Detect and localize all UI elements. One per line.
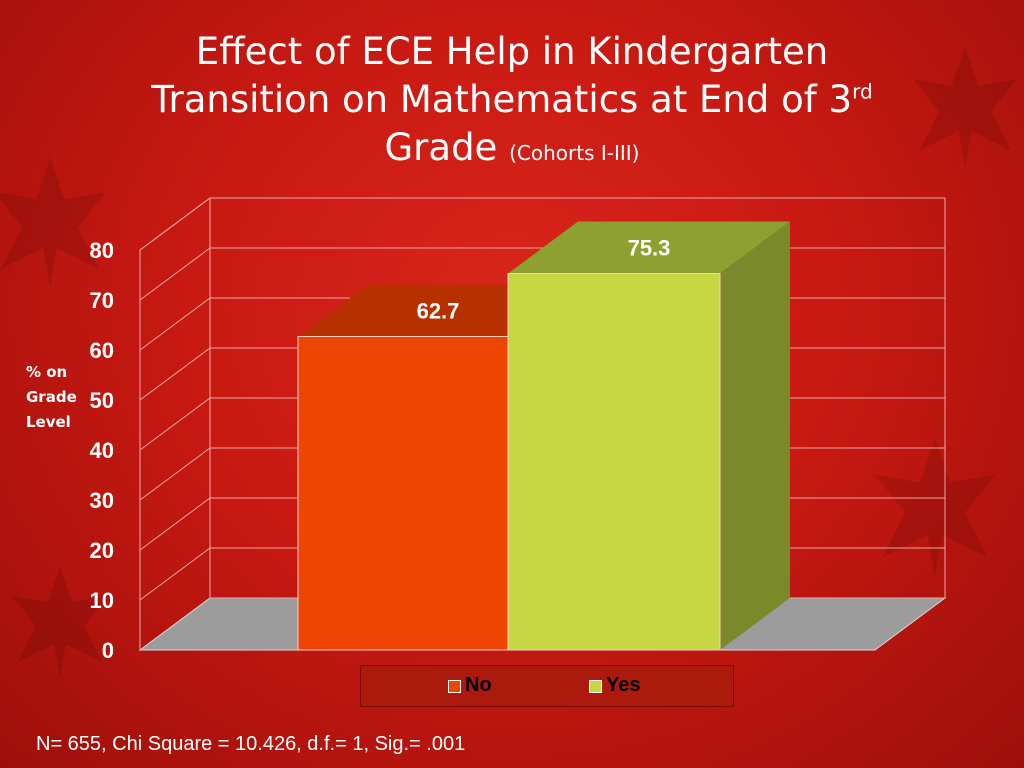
legend-label-yes: Yes bbox=[606, 674, 641, 696]
y-tick-label: 30 bbox=[90, 488, 114, 513]
title-subtitle: (Cohorts I-III) bbox=[509, 141, 640, 165]
bar-data-label: 75.3 bbox=[628, 236, 671, 261]
slide-title: Effect of ECE Help in Kindergarten Trans… bbox=[60, 28, 964, 177]
bar-data-label: 62.7 bbox=[417, 299, 460, 324]
legend-swatch-yes bbox=[589, 680, 602, 693]
y-tick-label: 60 bbox=[90, 338, 114, 363]
gridline-side bbox=[139, 347, 211, 401]
gridline-side bbox=[139, 447, 211, 501]
legend-swatch-no bbox=[448, 680, 461, 693]
leaf-decoration-icon bbox=[913, 46, 1017, 168]
title-superscript: rd bbox=[852, 79, 873, 104]
gridline-side bbox=[139, 547, 211, 601]
leaf-decoration-icon bbox=[0, 157, 106, 288]
bar-yes: 75.3 bbox=[507, 221, 790, 651]
y-axis-top-edge bbox=[139, 197, 211, 251]
title-line-2-text: Transition on Mathematics at End of 3 bbox=[151, 78, 853, 121]
leaf-decoration-icon bbox=[12, 566, 108, 678]
y-axis-ticks: 0 10 20 30 40 50 60 70 80 bbox=[90, 238, 114, 663]
title-line-3-text: Grade bbox=[384, 126, 510, 169]
leaf-decoration-icon bbox=[875, 437, 995, 577]
y-axis-label: % on Grade Level bbox=[26, 363, 77, 431]
y-tick-label: 70 bbox=[90, 288, 114, 313]
y-tick-label: 20 bbox=[90, 538, 114, 563]
bar-front-face bbox=[507, 273, 721, 651]
gridline-side bbox=[139, 297, 211, 351]
y-tick-label: 80 bbox=[90, 238, 114, 263]
gridline-side bbox=[139, 247, 211, 301]
bar-side-face bbox=[720, 221, 790, 650]
gridline-side bbox=[139, 397, 211, 451]
legend-label-no: No bbox=[465, 674, 492, 696]
y-tick-label: 40 bbox=[90, 438, 114, 463]
y-tick-label: 10 bbox=[90, 588, 114, 613]
bar-top-face bbox=[508, 221, 790, 274]
y-tick-label: 50 bbox=[90, 388, 114, 413]
title-line-3: Grade (Cohorts I-III) bbox=[385, 126, 640, 169]
gridline-side bbox=[139, 497, 211, 551]
title-line-2: Transition on Mathematics at End of 3rd bbox=[60, 76, 964, 124]
chart-legend: No Yes bbox=[360, 665, 734, 707]
chart-bars: 62.7 75.3 bbox=[297, 221, 790, 651]
bar-front-face bbox=[297, 336, 509, 651]
y-tick-label: 0 bbox=[102, 638, 114, 663]
title-line-1: Effect of ECE Help in Kindergarten bbox=[195, 30, 829, 73]
statistics-footnote: N= 655, Chi Square = 10.426, d.f.= 1, Si… bbox=[36, 733, 466, 755]
